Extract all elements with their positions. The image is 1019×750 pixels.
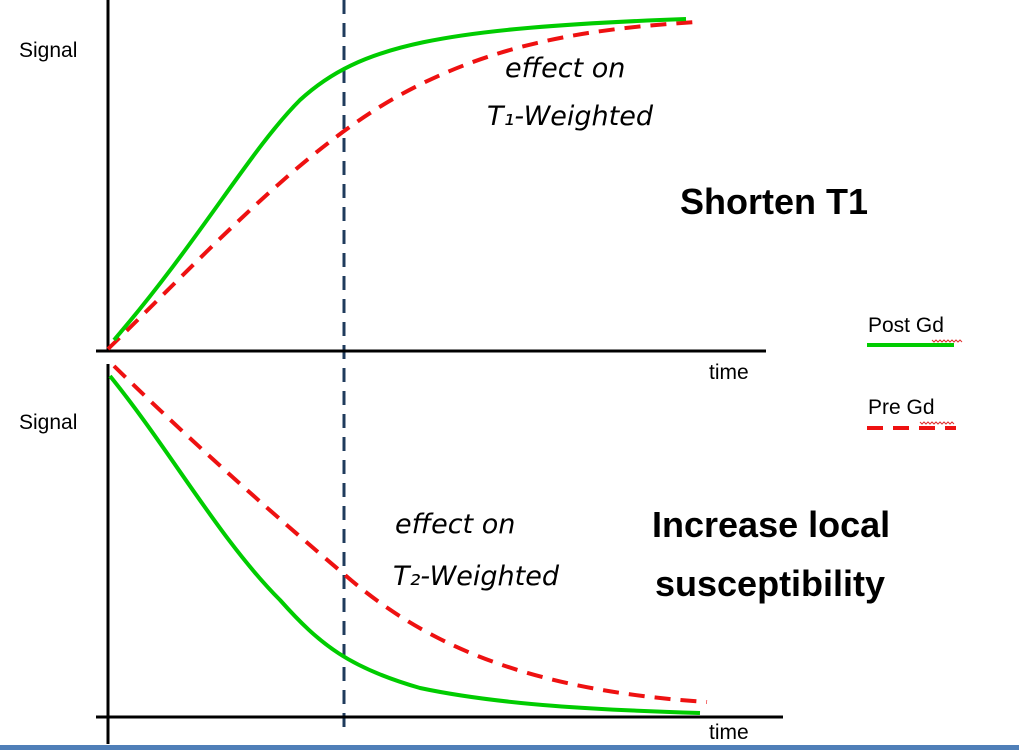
top-y-axis-label: Signal: [19, 39, 77, 62]
top-pre-gd-curve: [106, 20, 698, 351]
top-annotation-line1: effect on: [505, 53, 625, 84]
legend: Post Gd Pre Gd: [867, 314, 963, 430]
legend-post-gd-label: Post Gd: [868, 314, 944, 337]
bottom-annotation-line2: T₂-Weighted: [393, 561, 560, 592]
top-x-axis-label: time: [709, 361, 749, 384]
bottom-pre-gd-curve: [112, 364, 708, 704]
bottom-border-bar: [0, 745, 1019, 750]
top-annotation-line2: T₁-Weighted: [487, 101, 654, 132]
spellcheck-squiggle-icon: [919, 421, 955, 425]
bottom-y-axis-label: Signal: [19, 411, 77, 434]
top-post-gd-curve: [112, 17, 687, 342]
bottom-heading-line1: Increase local: [652, 504, 890, 545]
top-heading: Shorten T1: [680, 181, 868, 222]
spellcheck-squiggle-icon: [931, 339, 963, 343]
bottom-post-gd-curve: [108, 374, 701, 715]
legend-pre-gd-label: Pre Gd: [868, 396, 935, 419]
bottom-x-axis-label: time: [709, 721, 749, 744]
bottom-heading-line2: susceptibility: [655, 563, 885, 604]
bottom-annotation-line1: effect on: [395, 509, 515, 540]
